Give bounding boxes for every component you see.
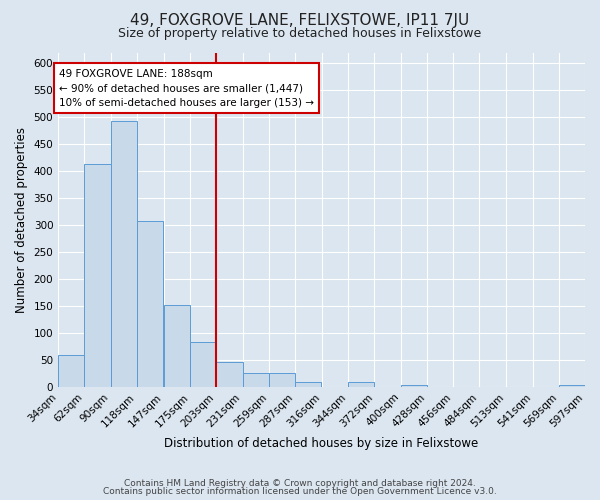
Bar: [269, 373, 295, 387]
X-axis label: Distribution of detached houses by size in Felixstowe: Distribution of detached houses by size …: [164, 437, 479, 450]
Text: Contains HM Land Registry data © Crown copyright and database right 2024.: Contains HM Land Registry data © Crown c…: [124, 478, 476, 488]
Bar: [58, 354, 85, 387]
Bar: [401, 385, 427, 387]
Y-axis label: Number of detached properties: Number of detached properties: [15, 126, 28, 312]
Bar: [242, 373, 269, 387]
Bar: [164, 305, 190, 387]
Bar: [559, 385, 585, 387]
Bar: [217, 362, 242, 387]
Bar: [110, 121, 137, 387]
Text: Size of property relative to detached houses in Felixstowe: Size of property relative to detached ho…: [118, 28, 482, 40]
Bar: [137, 221, 163, 387]
Bar: [85, 164, 110, 387]
Text: Contains public sector information licensed under the Open Government Licence v3: Contains public sector information licen…: [103, 487, 497, 496]
Bar: [295, 382, 321, 387]
Bar: [190, 342, 217, 387]
Bar: [348, 382, 374, 387]
Text: 49 FOXGROVE LANE: 188sqm
← 90% of detached houses are smaller (1,447)
10% of sem: 49 FOXGROVE LANE: 188sqm ← 90% of detach…: [59, 68, 314, 108]
Text: 49, FOXGROVE LANE, FELIXSTOWE, IP11 7JU: 49, FOXGROVE LANE, FELIXSTOWE, IP11 7JU: [130, 12, 470, 28]
